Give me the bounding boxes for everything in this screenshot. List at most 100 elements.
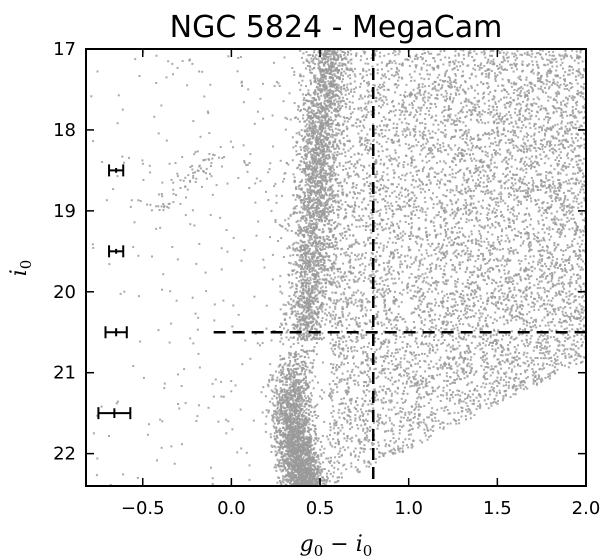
data-point (325, 136, 328, 139)
data-point (308, 116, 311, 119)
data-point (276, 392, 279, 395)
data-point (319, 158, 322, 161)
data-point (342, 78, 344, 81)
data-point (532, 325, 535, 328)
data-point (274, 450, 277, 453)
data-point (330, 70, 333, 73)
data-point (322, 248, 324, 251)
data-point (313, 49, 316, 52)
data-point (304, 204, 307, 207)
data-point (314, 184, 317, 187)
data-point (279, 427, 281, 430)
data-point (315, 174, 318, 177)
data-point (307, 129, 310, 132)
data-point (276, 407, 279, 410)
data-point (317, 130, 320, 133)
data-point (342, 116, 345, 119)
data-point (264, 395, 267, 398)
data-point (297, 394, 300, 397)
data-point (311, 216, 314, 219)
data-point (305, 435, 308, 438)
data-point (305, 147, 308, 150)
data-point (297, 229, 300, 232)
data-point (330, 68, 333, 70)
data-point (298, 131, 301, 134)
data-point (295, 403, 298, 406)
data-point (306, 309, 308, 312)
data-point (306, 264, 309, 267)
data-point (294, 249, 297, 252)
data-point (324, 127, 327, 130)
data-point (325, 157, 328, 160)
data-point (304, 449, 307, 452)
data-point (285, 392, 287, 395)
data-point (318, 322, 321, 325)
data-point (304, 384, 307, 387)
data-point (275, 429, 278, 432)
data-point (327, 165, 330, 167)
data-point (325, 290, 328, 293)
data-point (366, 353, 369, 355)
data-point (286, 391, 289, 394)
data-point (305, 443, 307, 446)
data-point (344, 106, 347, 109)
data-point (318, 105, 321, 108)
data-point (309, 477, 311, 480)
data-point (288, 353, 291, 356)
data-point (326, 134, 329, 137)
data-point (320, 260, 323, 263)
data-point (277, 410, 280, 413)
data-point (294, 145, 297, 147)
data-point (362, 224, 365, 227)
data-point (307, 239, 310, 242)
data-point (302, 235, 305, 238)
data-point (296, 441, 298, 444)
data-point (306, 453, 309, 456)
data-point (307, 306, 310, 309)
data-point (300, 255, 303, 258)
data-point (315, 141, 317, 143)
data-point (293, 374, 296, 376)
data-point (273, 412, 276, 415)
data-point (298, 387, 301, 390)
data-point (341, 51, 344, 53)
data-point (297, 226, 300, 229)
data-point (314, 123, 316, 126)
data-point (287, 338, 290, 341)
data-point (287, 472, 290, 475)
data-point (307, 262, 310, 265)
data-point (312, 172, 315, 175)
data-point (318, 200, 321, 203)
data-point (311, 223, 314, 226)
data-point (323, 210, 326, 213)
data-point (321, 231, 324, 234)
data-point (275, 435, 278, 438)
data-point (335, 52, 337, 55)
data-point (299, 332, 302, 335)
data-point (413, 415, 416, 418)
data-point (294, 430, 297, 433)
data-point (338, 64, 341, 67)
data-point (318, 89, 321, 92)
data-point (306, 383, 309, 385)
data-point (296, 416, 299, 419)
data-point (275, 440, 278, 443)
data-point (315, 173, 318, 176)
data-point (312, 226, 315, 228)
data-point (304, 281, 307, 284)
data-point (295, 460, 298, 463)
data-point (313, 222, 316, 225)
data-point (320, 94, 323, 97)
data-point (299, 475, 301, 478)
data-point (310, 467, 313, 470)
data-point (295, 370, 297, 373)
data-point (330, 269, 333, 272)
data-point (420, 245, 422, 248)
data-point (307, 385, 310, 388)
data-point (299, 245, 302, 248)
data-point (332, 158, 335, 161)
data-point (305, 419, 308, 422)
data-point (301, 401, 304, 404)
data-point (313, 309, 316, 312)
data-point (293, 448, 296, 451)
